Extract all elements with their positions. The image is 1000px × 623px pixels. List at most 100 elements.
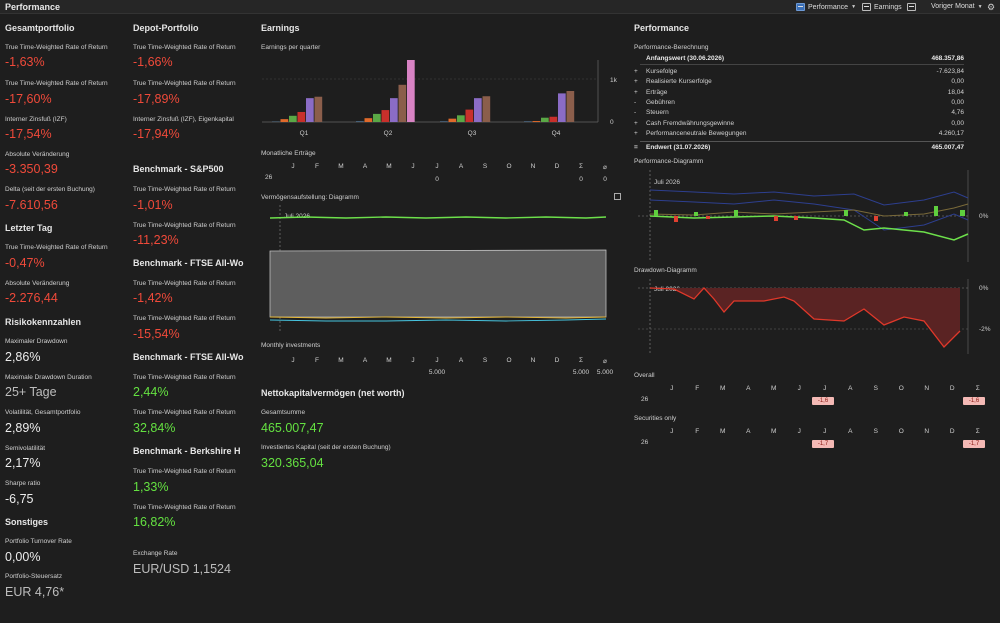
settings-button[interactable]: ⚙ — [987, 2, 996, 12]
securities-sum-cell[interactable]: -1,7 — [963, 440, 985, 448]
month-value — [449, 176, 473, 183]
row-label: Erträge — [646, 88, 668, 96]
earnings-view-button[interactable]: Earnings — [862, 3, 916, 11]
depot-heading: Depot-Portfolio — [133, 23, 199, 33]
month-header: ⌀ — [603, 358, 607, 365]
earnings-axis-0: 0 — [610, 119, 614, 126]
month-value — [473, 369, 497, 376]
row-value: -7.623,84 — [936, 68, 964, 75]
performance-chart[interactable]: Juli 2026 0% — [634, 170, 994, 262]
month-value — [305, 369, 329, 376]
monthly-earnings-label: Monatliche Erträge — [261, 150, 316, 157]
period-dropdown[interactable]: Voriger Monat ▼ — [931, 3, 983, 10]
month-header: N — [924, 428, 930, 435]
monthly-investments-label: Monthly investments — [261, 342, 321, 349]
performance-breakdown-row: - Gebühren 0,00 — [634, 99, 964, 106]
performance-breakdown-row: + Erträge 18,04 — [634, 89, 964, 96]
month-header: M — [771, 385, 777, 392]
turnover-value: 0,00% — [5, 550, 41, 564]
month-header: F — [315, 357, 319, 364]
earnings-per-quarter-chart[interactable]: 1k 0 Q1 Q2 Q3 Q4 — [258, 54, 620, 144]
depot-ttwror-label: True Time-Weighted Rate of Return — [133, 44, 236, 51]
earnings-bar-q2-5 — [398, 84, 407, 122]
bm1-label-2: True Time-Weighted Rate of Return — [133, 222, 236, 229]
external-link-icon[interactable] — [614, 193, 621, 200]
earnings-bar-q4-4 — [558, 93, 566, 122]
month-value — [401, 176, 425, 183]
month-header: O — [506, 163, 512, 170]
month-header: A — [362, 357, 368, 364]
tax-rate-label: Portfolio-Steuersatz — [5, 573, 63, 580]
performance-breakdown-row: + Performanceneutrale Bewegungen 4.260,17 — [634, 130, 964, 137]
performance-chart-label: Performance-Diagramm — [634, 158, 704, 165]
row-label: Kursefolge — [646, 68, 678, 75]
earnings-bar-q1-4 — [306, 98, 314, 122]
invested-capital-area — [269, 249, 607, 318]
month-header: J — [411, 163, 415, 170]
delta-value: -7.610,56 — [5, 198, 58, 212]
month-header: Σ — [975, 428, 980, 435]
month-header: A — [848, 428, 853, 435]
drawdown-chart-label: Drawdown-Diagramm — [634, 267, 697, 274]
month-value — [281, 176, 305, 183]
cash-line — [269, 318, 607, 322]
month-value: 0 — [579, 176, 583, 183]
invested-capital-value: 320.365,04 — [261, 456, 324, 470]
month-value — [353, 176, 377, 183]
month-value — [521, 176, 545, 183]
row-symbol: - — [634, 98, 637, 106]
max-drawdown-label: Maximaler Drawdown — [5, 338, 68, 345]
top-toolbar: Performance Performance ▼ Earnings Vorig… — [0, 0, 1000, 14]
performance-heading: Performance — [634, 23, 690, 33]
month-value — [497, 176, 521, 183]
drawdown-chart[interactable]: Juli 2026 0% -2% — [634, 279, 994, 354]
monthly-investments-values: 5.000 5.000 5.000 — [281, 369, 617, 376]
securities-july-cell[interactable]: -1,7 — [812, 440, 834, 448]
month-value — [545, 176, 569, 183]
sharpe-label: Sharpe ratio — [5, 480, 41, 487]
row-label: Realisierte Kurserfolge — [646, 78, 712, 86]
month-header: A — [746, 428, 751, 435]
benchmark-berkshire-heading: Benchmark - Berkshire H — [133, 446, 241, 456]
window-icon — [906, 3, 916, 11]
asset-allocation-chart[interactable]: Juli 2026 — [266, 205, 611, 335]
max-drawdown-duration-value: 25+ Tage — [5, 385, 57, 399]
month-value — [473, 176, 497, 183]
benchmark-line-2 — [649, 199, 969, 231]
performance-view-dropdown[interactable]: Performance ▼ — [796, 3, 856, 11]
earnings-bar-q2-3 — [381, 110, 390, 122]
benchmark-line-3 — [649, 203, 969, 217]
asset-diagram-label: Vermögensaufstellung: Diagramm — [261, 194, 359, 201]
view-title: Performance — [5, 2, 61, 12]
gear-icon: ⚙ — [987, 2, 996, 12]
earnings-bar-q3-4 — [474, 98, 482, 122]
exchange-rate-label: Exchange Rate — [133, 550, 178, 557]
performance-breakdown-row: + Cash Fremdwährungsgewinne 0,00 — [634, 120, 964, 127]
month-value — [521, 369, 545, 376]
period-label: Voriger Monat — [931, 3, 975, 10]
month-header: D — [949, 385, 955, 392]
row-label: Gebühren — [646, 98, 675, 106]
irr-value: -17,54% — [5, 127, 52, 141]
month-header: M — [720, 385, 726, 392]
month-header: D — [554, 357, 560, 364]
month-header: F — [315, 163, 319, 170]
bm2-value-2: -15,54% — [133, 327, 180, 341]
end-value-row: = Endwert (31.07.2026) 465.007,47 — [634, 144, 964, 151]
month-value — [377, 176, 401, 183]
bm4-label-2: True Time-Weighted Rate of Return — [133, 504, 236, 511]
irr-label: Interner Zinsfuß (IZF) — [5, 116, 67, 123]
overall-july-cell[interactable]: -1,6 — [812, 397, 834, 405]
drawdown-line — [649, 287, 961, 348]
benchmark-ftse-2-heading: Benchmark - FTSE All-Wo — [133, 352, 244, 362]
month-header: J — [411, 357, 415, 364]
overall-sum-cell[interactable]: -1,6 — [963, 397, 985, 405]
month-header: J — [291, 163, 295, 170]
sharpe-value: -6,75 — [5, 492, 34, 506]
monthly-earnings-year: 26 — [265, 174, 273, 181]
last-day-abs-label: Absolute Veränderung — [5, 280, 70, 287]
month-header: ⌀ — [603, 164, 607, 171]
benchmark-line-1 — [649, 189, 969, 206]
exchange-rate-value: EUR/USD 1,1524 — [133, 562, 231, 576]
month-header: J — [435, 357, 439, 364]
